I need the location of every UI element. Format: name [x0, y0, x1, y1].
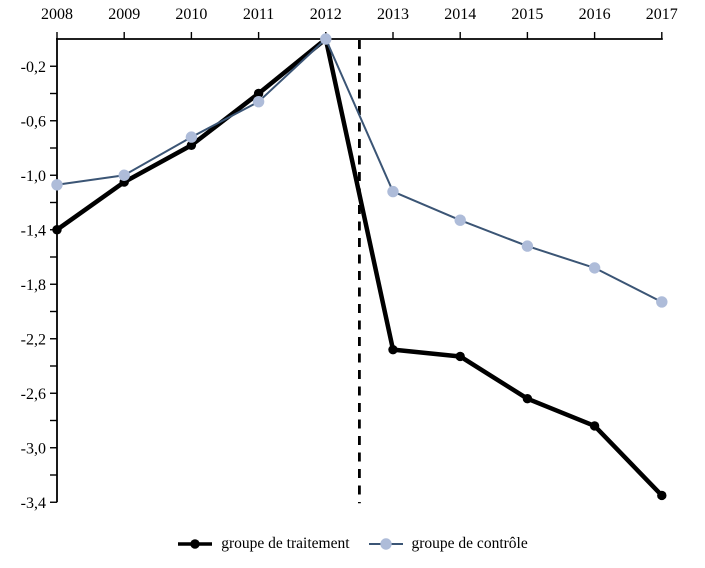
data-point-traitement-2014	[455, 351, 465, 362]
series-line-traitement	[54, 36, 665, 498]
x-tick-label-2008: 2008	[41, 6, 73, 23]
x-tick-label-2015: 2015	[511, 6, 543, 23]
data-point-controle-2011	[252, 95, 265, 108]
data-point-traitement-2015	[522, 394, 533, 404]
data-point-traitement-2017	[657, 490, 667, 501]
data-point-controle-2013	[387, 185, 399, 198]
y-tick-label: -1,8	[21, 277, 46, 294]
data-point-traitement-2013	[388, 344, 398, 355]
data-point-traitement-2008	[52, 225, 62, 235]
y-tick-label: -0,2	[21, 59, 46, 76]
legend-item-control: groupe de contrôle	[368, 535, 528, 553]
data-point-traitement-2011	[253, 88, 264, 99]
data-point-controle-2017	[656, 296, 668, 308]
x-tick-label-2010: 2010	[175, 6, 207, 23]
control-series-swatch-icon	[368, 538, 403, 550]
y-tick-label: -1,4	[21, 222, 46, 239]
data-point-controle-2014	[454, 214, 466, 226]
x-tick-label-2016: 2016	[579, 6, 611, 23]
legend-label-control: groupe de contrôle	[411, 535, 528, 552]
data-point-controle-2009	[118, 169, 130, 181]
y-tick-label: -1,0	[21, 168, 46, 185]
y-tick-label: -3,4	[21, 495, 46, 512]
x-tick-label-2013: 2013	[377, 6, 409, 23]
legend-label-treatment: groupe de traitement	[221, 535, 350, 552]
y-tick-label: -3,0	[21, 440, 46, 457]
chart-legend: groupe de traitement groupe de contrôle	[0, 533, 705, 555]
x-tick-label-2012: 2012	[310, 6, 342, 23]
data-point-controle-2015	[521, 240, 534, 252]
data-point-traitement-2016	[589, 421, 600, 431]
data-point-controle-2010	[185, 131, 198, 143]
data-point-controle-2012	[320, 33, 332, 45]
y-tick-label: -0,6	[21, 113, 46, 130]
y-tick-label: -2,6	[21, 386, 46, 403]
legend-item-treatment: groupe de traitement	[177, 535, 350, 553]
series-line-controle	[56, 38, 663, 303]
data-point-traitement-2010	[186, 140, 197, 150]
x-tick-label-2014: 2014	[444, 6, 476, 23]
x-tick-label-2011: 2011	[243, 6, 274, 23]
data-point-controle-2016	[588, 262, 601, 274]
x-tick-label-2009: 2009	[108, 6, 140, 23]
y-tick-label: -2,2	[21, 331, 46, 348]
treatment-series-swatch-icon	[178, 539, 213, 549]
x-tick-label-2017: 2017	[646, 6, 678, 23]
data-point-controle-2008	[51, 179, 63, 191]
